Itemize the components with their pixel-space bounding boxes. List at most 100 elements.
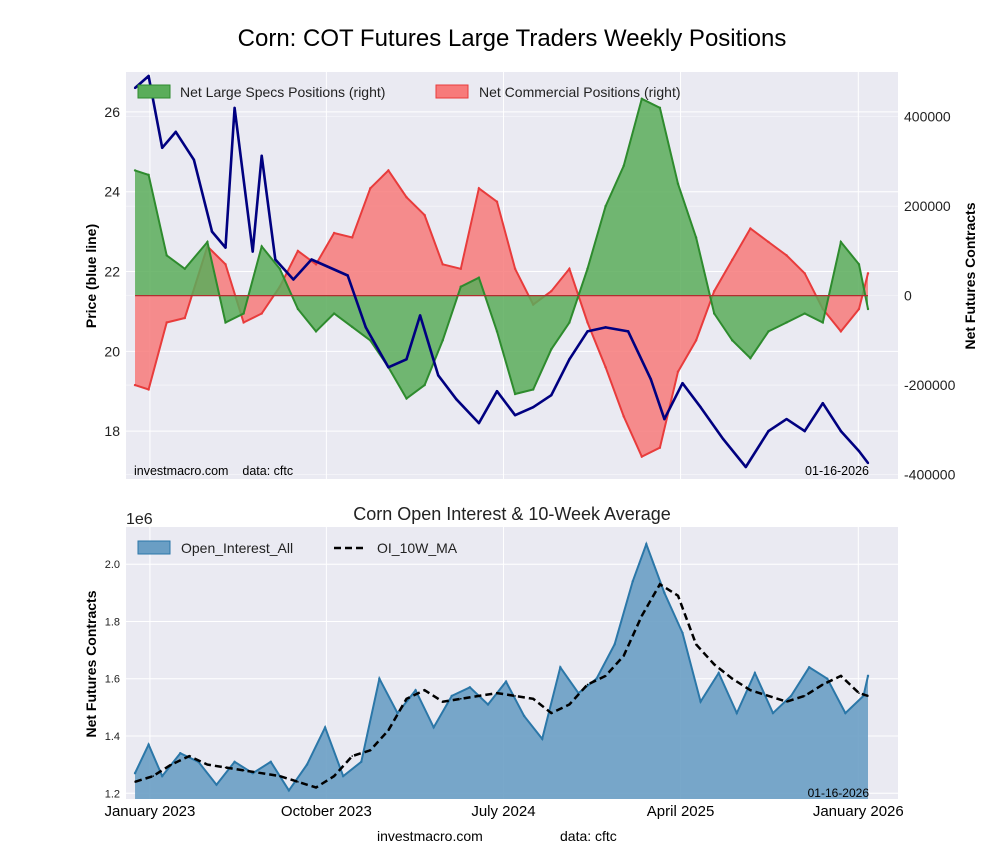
bottom-x-tick-label: April 2025 xyxy=(647,803,715,820)
specs-area-point xyxy=(369,339,372,342)
commercial-area-point xyxy=(423,213,426,217)
commercial-area-point xyxy=(369,187,372,190)
oi-point xyxy=(269,760,272,763)
specs-area-point xyxy=(242,312,245,315)
price-point xyxy=(722,437,725,441)
commercial-area-point xyxy=(550,289,553,293)
ma-point xyxy=(206,763,209,766)
ma-point xyxy=(749,689,752,691)
commercial-area-point xyxy=(459,267,463,270)
footer-source: investmacro.com xyxy=(377,828,483,844)
price-point xyxy=(663,417,666,421)
oi-point xyxy=(717,671,720,675)
specs-area-point xyxy=(749,357,752,360)
ma-point xyxy=(550,712,553,714)
figure-title: Corn: COT Futures Large Traders Weekly P… xyxy=(238,25,787,52)
price-point xyxy=(192,158,196,161)
commercial-area-point xyxy=(731,258,734,262)
specs-area-point xyxy=(351,325,354,329)
ma-point xyxy=(188,755,191,757)
commercial-area-point xyxy=(314,263,318,266)
price-point xyxy=(174,130,177,134)
oi-point xyxy=(735,711,738,715)
specs-area-point xyxy=(694,236,698,239)
bottom-chart: Corn Open Interest & 10-Week Average 1.2… xyxy=(83,504,904,820)
bottom-x-tick-label: July 2024 xyxy=(471,803,535,820)
commercial-area-point xyxy=(260,312,263,315)
commercial-area-point xyxy=(183,316,187,320)
commercial-area-point xyxy=(866,272,870,275)
oi-point xyxy=(147,743,150,746)
commercial-area-point xyxy=(785,254,788,257)
commercial-area-point xyxy=(658,446,662,449)
price-point xyxy=(274,258,277,261)
price-point xyxy=(133,86,137,90)
commercial-area-point xyxy=(694,339,698,342)
specs-area-point xyxy=(441,339,444,342)
ma-point xyxy=(333,775,335,777)
oi-point xyxy=(414,689,417,692)
specs-area-fill xyxy=(135,98,868,399)
commercial-area-point xyxy=(477,187,481,190)
price-point xyxy=(477,421,481,425)
ma-point xyxy=(423,689,426,691)
top-right-tick-label: 400000 xyxy=(904,109,951,125)
oi-point xyxy=(826,677,829,680)
ma-point xyxy=(532,697,534,700)
oi-point xyxy=(341,774,345,778)
oi-point xyxy=(468,686,472,689)
price-point xyxy=(839,429,843,433)
price-point xyxy=(866,461,870,465)
ma-point xyxy=(460,697,462,700)
ma-point xyxy=(224,766,227,769)
ma-point xyxy=(152,775,154,777)
specs-area-point xyxy=(332,312,336,315)
top-left-tick-label: 24 xyxy=(104,184,120,200)
price-point xyxy=(418,314,422,317)
commercial-area-point xyxy=(604,365,607,369)
specs-area-point xyxy=(147,173,150,177)
bottom-ylabel: Net Futures Contracts xyxy=(83,590,99,737)
bottom-offset-label: 1e6 xyxy=(126,511,153,528)
specs-area-point xyxy=(314,330,318,333)
top-areas xyxy=(133,97,870,458)
ma-point xyxy=(478,695,480,697)
legend-swatch-specs xyxy=(137,84,171,99)
commercial-area-point xyxy=(224,263,227,266)
top-source-text: investmacro.com data: cftc xyxy=(134,464,293,478)
ma-point xyxy=(840,675,842,677)
bottom-ma-line xyxy=(134,582,869,789)
commercial-area-point xyxy=(676,370,680,373)
bottom-y-ticks: 1.2 1.4 1.6 1.8 2.0 xyxy=(105,559,120,800)
specs-area-point xyxy=(767,330,770,333)
ma-point xyxy=(242,769,245,772)
price-point xyxy=(455,397,458,401)
ma-point xyxy=(170,763,173,766)
top-date-text: 01-16-2026 xyxy=(805,464,869,478)
specs-area-point xyxy=(731,339,734,342)
price-point xyxy=(147,74,150,78)
price-point xyxy=(821,401,824,405)
specs-area-point xyxy=(477,276,481,279)
oi-point xyxy=(287,789,291,792)
oi-point xyxy=(133,772,137,775)
price-point xyxy=(586,330,589,333)
bottom-date-text: 01-16-2026 xyxy=(808,786,870,800)
specs-area-point xyxy=(550,348,553,351)
specs-area-point xyxy=(531,388,535,391)
commercial-area-point xyxy=(405,196,408,199)
price-point xyxy=(568,358,571,361)
price-point xyxy=(436,374,440,377)
top-left-ylabel: Price (blue line) xyxy=(83,224,99,328)
oi-point xyxy=(613,643,616,646)
ma-point xyxy=(568,703,571,706)
specs-area-point xyxy=(676,182,680,186)
bottom-x-tick-label: October 2023 xyxy=(281,803,372,820)
specs-area-point xyxy=(785,321,788,324)
commercial-area-point xyxy=(568,267,571,270)
specs-area-point xyxy=(866,307,870,311)
oi-point xyxy=(360,760,363,763)
oi-point xyxy=(753,671,757,675)
ma-point xyxy=(659,583,661,586)
legend-label-commercial: Net Commercial Positions (right) xyxy=(479,84,681,100)
